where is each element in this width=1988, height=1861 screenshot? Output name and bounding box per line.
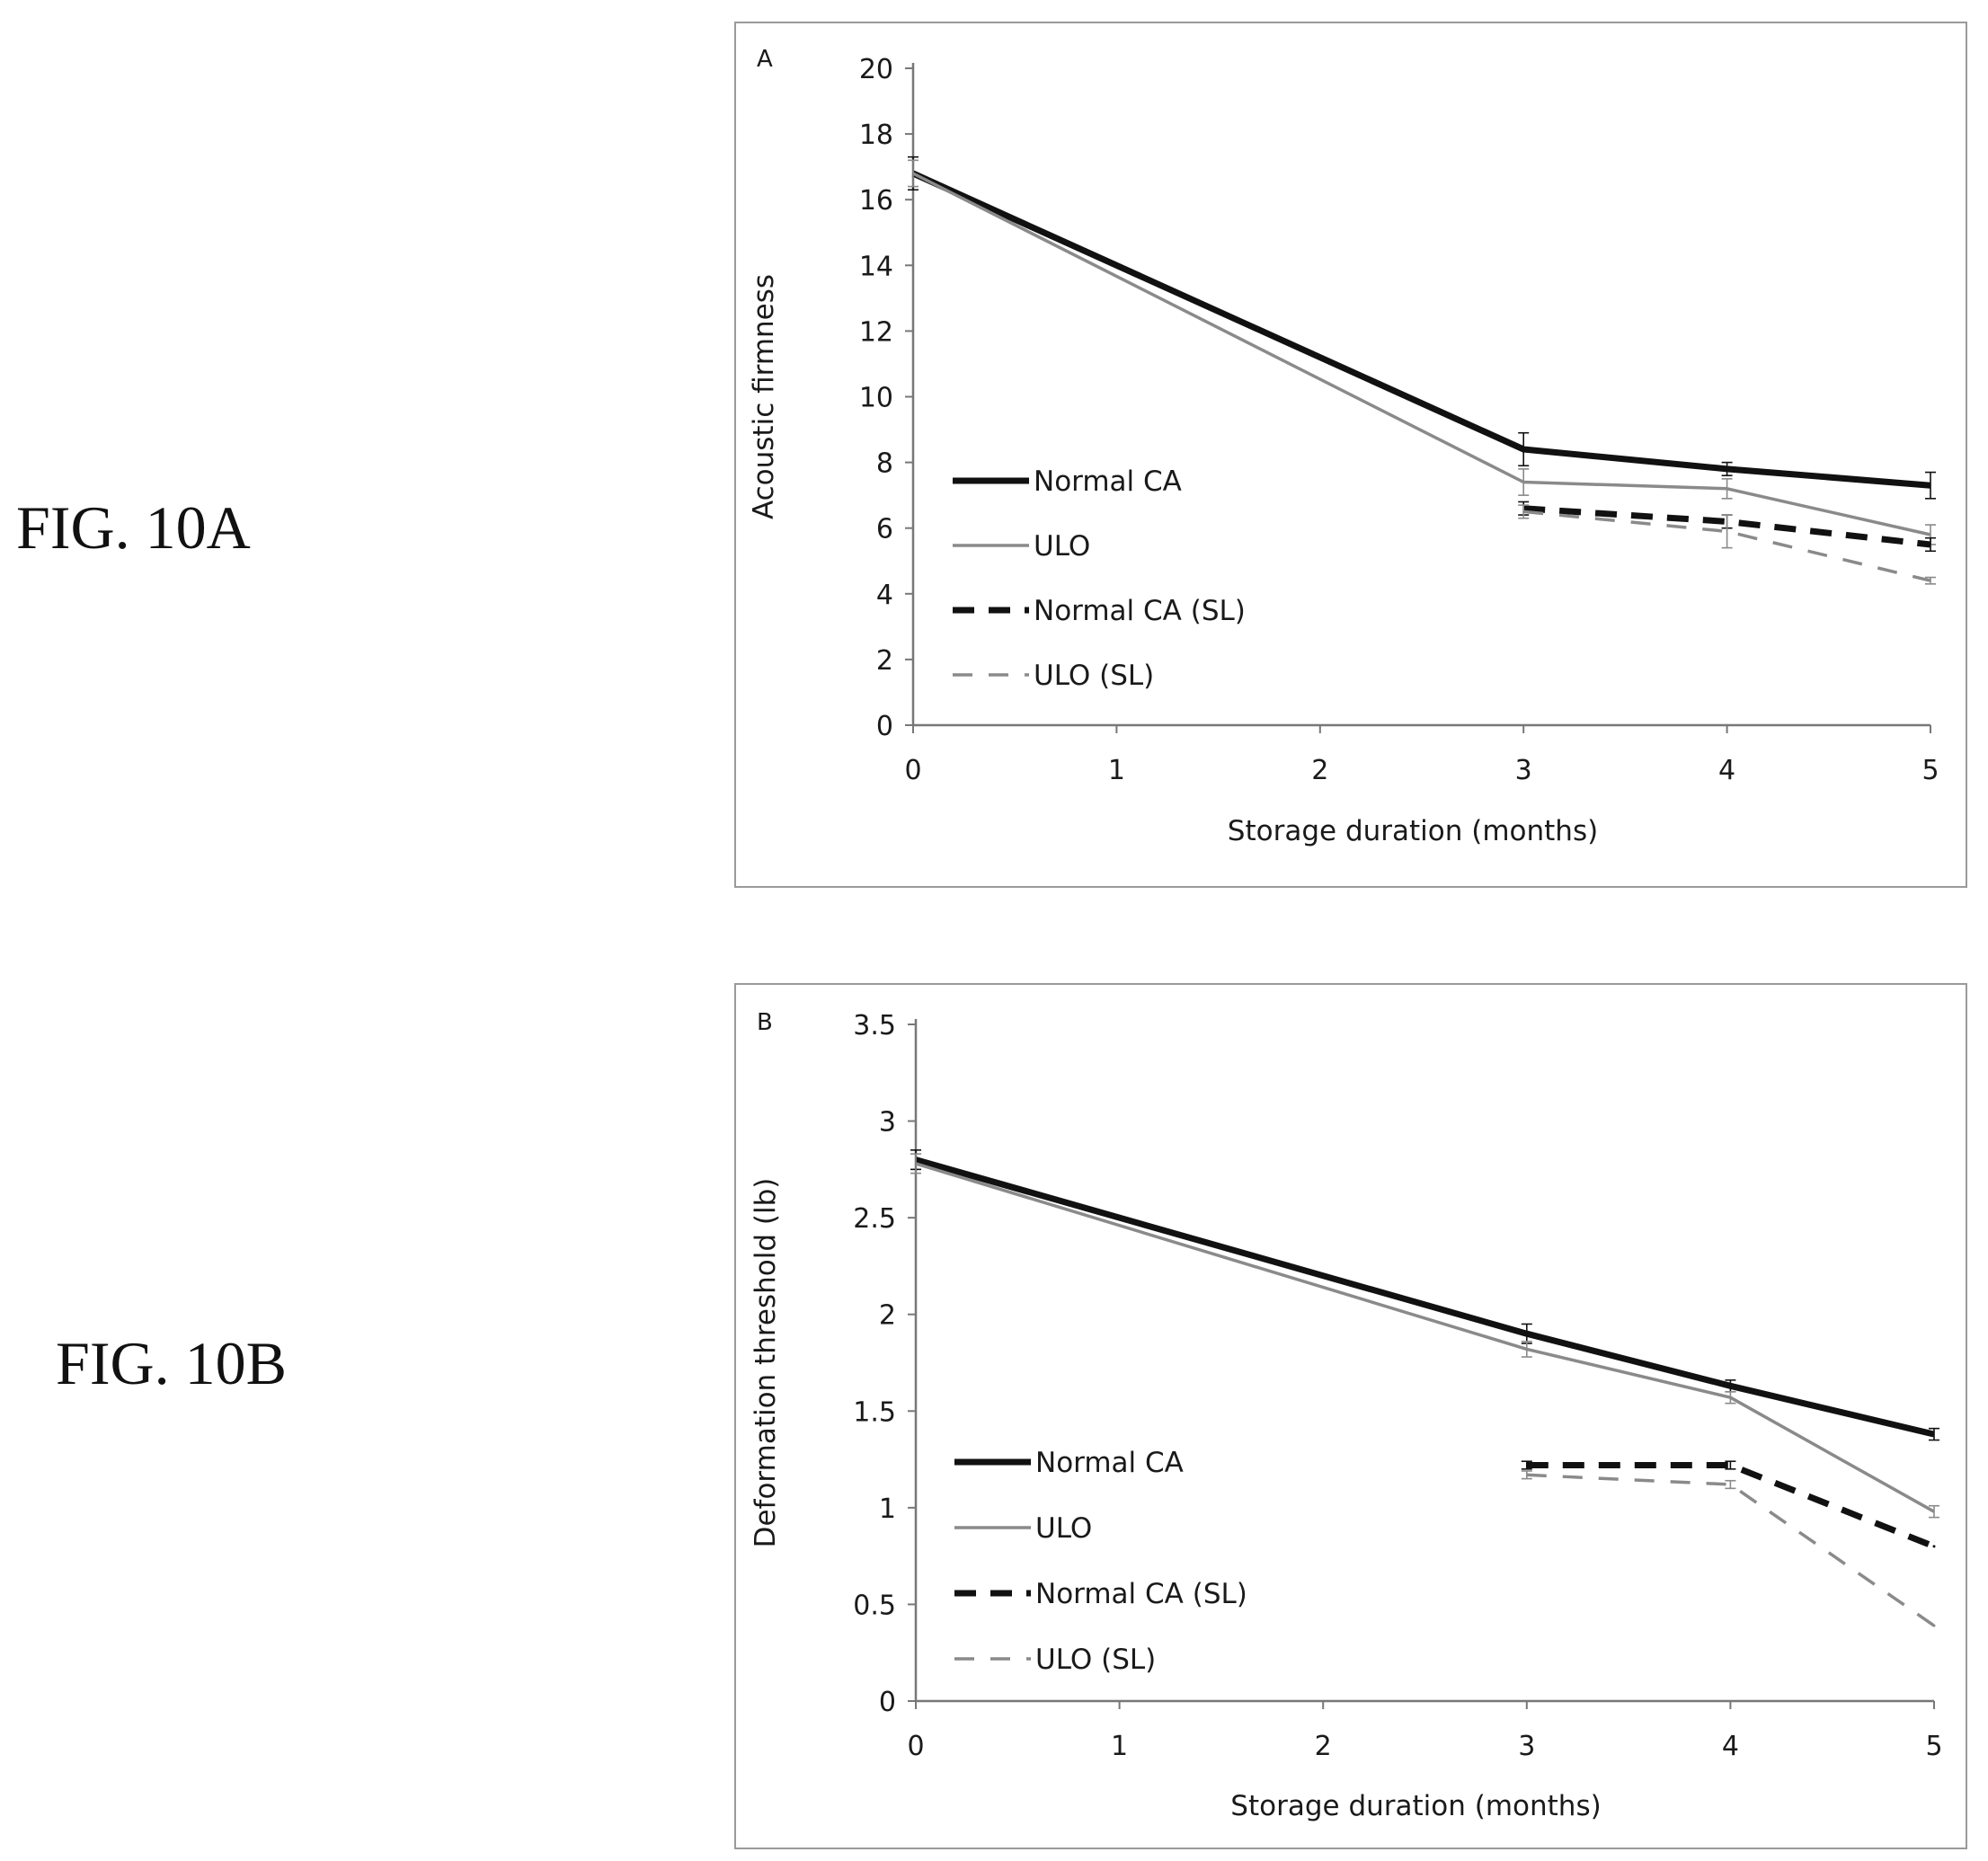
y-tick-label: 3 bbox=[879, 1107, 896, 1139]
series-normal-ca-sl bbox=[1521, 1460, 1936, 1550]
y-axis-label: Acoustic firmness bbox=[748, 274, 780, 519]
x-tick-label: 4 bbox=[1722, 1731, 1739, 1762]
data-point bbox=[1725, 1390, 1736, 1405]
legend-label: Normal CA (SL) bbox=[1035, 1578, 1247, 1610]
data-point bbox=[908, 159, 919, 188]
data-point bbox=[1925, 576, 1936, 585]
legend-label: ULO bbox=[1035, 1512, 1092, 1545]
data-point bbox=[1925, 536, 1936, 553]
y-tick-label: 3.5 bbox=[853, 1010, 896, 1041]
chart-panel-b: B 0 0.5 1 1.5 2 2.5 3 3.5 0 1 2 3 4 5 Storage duration … bbox=[734, 983, 1967, 1849]
x-tick-label: 0 bbox=[907, 1731, 924, 1762]
legend-item-normal-ca: Normal CA bbox=[953, 465, 1182, 498]
x-tick-label: 2 bbox=[1315, 1731, 1332, 1762]
legend-item-normal-ca: Normal CA bbox=[954, 1447, 1184, 1479]
data-point bbox=[1932, 1545, 1936, 1548]
data-point bbox=[1721, 461, 1733, 477]
series-line bbox=[915, 1156, 1935, 1438]
y-tick-label: 20 bbox=[859, 54, 893, 85]
legend-label: ULO (SL) bbox=[1035, 1644, 1156, 1676]
y-tick-label: 2 bbox=[879, 1300, 896, 1332]
figure-label-10b: FIG. 10B bbox=[56, 1329, 287, 1397]
y-axis-label: Deformation threshold (lb) bbox=[750, 1178, 782, 1548]
y-tick-label: 6 bbox=[876, 514, 893, 545]
y-tick-label: 1 bbox=[879, 1493, 896, 1525]
y-tick-label: 12 bbox=[859, 316, 893, 348]
x-tick-label: 5 bbox=[1921, 755, 1939, 786]
chart-frame bbox=[734, 983, 1967, 1849]
y-tick-label: 0.5 bbox=[853, 1590, 896, 1621]
panel-letter: B bbox=[757, 1009, 773, 1036]
y-tick-label: 16 bbox=[859, 185, 893, 217]
y-tick-label: 0 bbox=[879, 1687, 896, 1718]
legend-label: Normal CA bbox=[1035, 1447, 1184, 1479]
series-line bbox=[1522, 505, 1931, 548]
series-ulo-sl bbox=[1518, 504, 1936, 585]
series-line bbox=[911, 170, 1931, 489]
x-tick-label: 0 bbox=[904, 755, 921, 786]
x-tick-label: 3 bbox=[1515, 755, 1532, 786]
legend-item-ulo: ULO bbox=[954, 1512, 1092, 1545]
data-point bbox=[1518, 468, 1530, 496]
data-point bbox=[1518, 431, 1530, 467]
x-tick-label: 5 bbox=[1925, 1731, 1942, 1762]
figure-label-10a: FIG. 10A bbox=[16, 493, 251, 562]
data-point bbox=[1518, 504, 1530, 519]
y-tick-label: 18 bbox=[859, 120, 893, 151]
x-tick-label: 4 bbox=[1718, 755, 1735, 786]
point-marker bbox=[1932, 1545, 1936, 1548]
series-normal-ca bbox=[908, 155, 1936, 500]
panel-letter: A bbox=[757, 46, 773, 73]
x-tick-label: 2 bbox=[1311, 755, 1328, 786]
data-point bbox=[1925, 471, 1936, 500]
data-point bbox=[1721, 514, 1733, 549]
x-tick-label: 3 bbox=[1518, 1731, 1535, 1762]
legend-item-ulo-sl: ULO (SL) bbox=[953, 660, 1154, 692]
legend: Normal CA ULO Normal CA (SL) ULO (SL) bbox=[953, 465, 1246, 692]
chart-frame bbox=[734, 22, 1967, 888]
legend-label: ULO (SL) bbox=[1034, 660, 1154, 692]
series-line bbox=[1526, 1473, 1935, 1627]
series-ulo bbox=[910, 1153, 1939, 1519]
data-point bbox=[1721, 478, 1733, 500]
y-tick-label: 14 bbox=[859, 251, 893, 282]
y-tick-label: 1.5 bbox=[853, 1396, 896, 1428]
data-point bbox=[1521, 1341, 1532, 1358]
data-point bbox=[1932, 1624, 1936, 1627]
data-point bbox=[1929, 1504, 1939, 1519]
y-tick-label: 2.5 bbox=[853, 1203, 896, 1235]
legend-item-normal-ca-sl: Normal CA (SL) bbox=[953, 595, 1246, 627]
series-normal-ca bbox=[910, 1149, 1939, 1441]
y-tick-label: 2 bbox=[876, 645, 893, 677]
data-point bbox=[1521, 1470, 1532, 1480]
legend-label: Normal CA bbox=[1034, 465, 1182, 498]
series-line bbox=[915, 1162, 1935, 1513]
data-point bbox=[1929, 1427, 1939, 1441]
series-line bbox=[912, 172, 1931, 536]
legend-item-normal-ca-sl: Normal CA (SL) bbox=[954, 1578, 1247, 1610]
legend: Normal CA ULO Normal CA (SL) ULO (SL) bbox=[954, 1447, 1247, 1676]
data-point bbox=[1521, 1460, 1532, 1470]
data-point bbox=[1725, 1460, 1736, 1470]
x-axis-label: Storage duration (months) bbox=[1228, 815, 1598, 847]
legend-item-ulo-sl: ULO (SL) bbox=[954, 1644, 1156, 1676]
x-axis-label: Storage duration (months) bbox=[1230, 1790, 1601, 1822]
x-tick-label: 1 bbox=[1111, 1731, 1128, 1762]
point-marker bbox=[1932, 1624, 1936, 1627]
y-tick-label: 8 bbox=[876, 448, 893, 480]
legend-item-ulo: ULO bbox=[953, 530, 1090, 563]
legend-label: Normal CA (SL) bbox=[1034, 595, 1246, 627]
y-tick-label: 10 bbox=[859, 383, 893, 414]
data-point bbox=[910, 1153, 921, 1174]
y-tick-label: 4 bbox=[876, 580, 893, 611]
series-ulo-sl bbox=[1521, 1470, 1936, 1627]
x-tick-label: 1 bbox=[1108, 755, 1125, 786]
legend-label: ULO bbox=[1034, 530, 1090, 563]
y-tick-label: 0 bbox=[876, 711, 893, 742]
data-point bbox=[1725, 1479, 1736, 1490]
